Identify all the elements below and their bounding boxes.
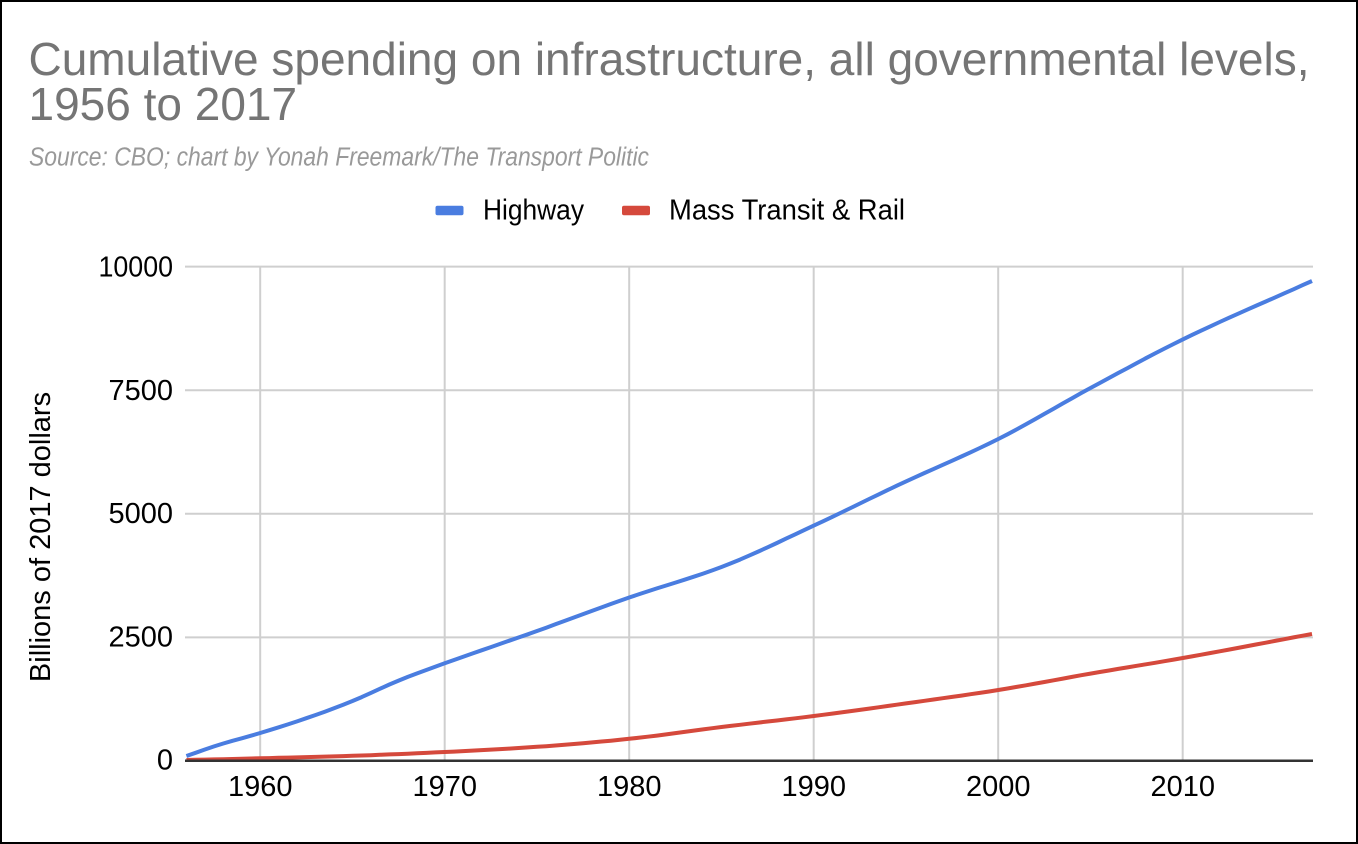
- svg-text:2010: 2010: [1150, 771, 1215, 803]
- svg-text:1956 to 2017: 1956 to 2017: [29, 78, 298, 130]
- svg-text:Billions of 2017 dollars: Billions of 2017 dollars: [25, 392, 57, 682]
- svg-text:Source: CBO; chart by Yonah Fr: Source: CBO; chart by Yonah Freemark/The…: [29, 144, 649, 172]
- svg-text:0: 0: [157, 745, 173, 777]
- svg-text:1990: 1990: [781, 771, 846, 803]
- svg-text:Highway: Highway: [483, 195, 584, 227]
- svg-text:5000: 5000: [108, 498, 173, 530]
- svg-text:7500: 7500: [108, 375, 173, 407]
- svg-text:1980: 1980: [597, 771, 662, 803]
- svg-text:Mass Transit & Rail: Mass Transit & Rail: [669, 195, 905, 227]
- svg-text:10000: 10000: [99, 252, 174, 284]
- svg-text:1960: 1960: [228, 771, 293, 803]
- svg-text:2000: 2000: [966, 771, 1031, 803]
- svg-text:Cumulative spending on infrast: Cumulative spending on infrastructure, a…: [29, 33, 1310, 85]
- svg-text:1970: 1970: [412, 771, 477, 803]
- svg-text:2500: 2500: [108, 621, 173, 653]
